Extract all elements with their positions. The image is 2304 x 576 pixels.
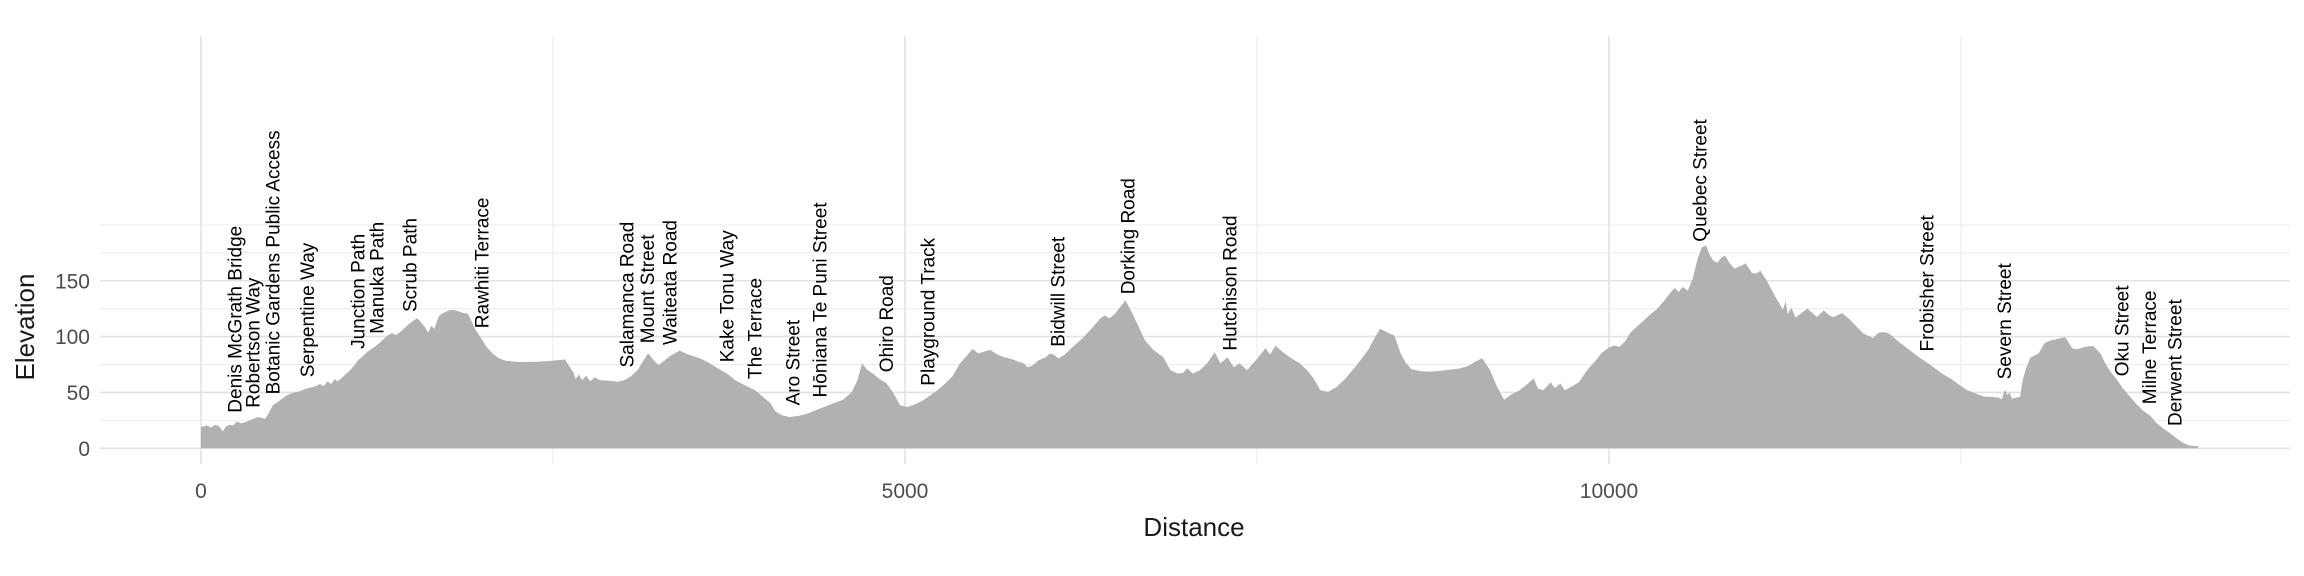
waypoint-label: Hōniana Te Puni Street	[810, 202, 831, 398]
waypoint-label: Quebec Street	[1690, 118, 1711, 241]
waypoint-label: Scrub Path	[401, 218, 422, 312]
y-tick-label: 50	[67, 382, 90, 405]
waypoint-label: Mount Street	[638, 234, 659, 343]
waypoint-label: Dorking Road	[1119, 178, 1140, 294]
waypoint-label: Serpentine Way	[298, 242, 319, 377]
waypoint-label: Hutchison Road	[1221, 215, 1242, 350]
waypoint-label: Severn Street	[1995, 263, 2016, 380]
waypoint-label: The Terrace	[746, 278, 767, 379]
x-axis-title: Distance	[1143, 512, 1244, 542]
y-axis-title: Elevation	[10, 274, 40, 381]
waypoint-label: Waiteata Road	[660, 220, 681, 345]
x-tick-label: 0	[195, 480, 207, 503]
elevation-area	[201, 245, 2199, 449]
axis-tick-label-layer: 0 5000 10000 0 50 100 150	[55, 270, 1638, 503]
waypoint-label: Salamanca Road	[617, 222, 638, 368]
waypoint-label: Botanic Gardens Public Access	[263, 130, 284, 394]
waypoint-label: Milne Terrace	[2140, 290, 2161, 404]
waypoint-label: Junction Path	[349, 234, 370, 349]
waypoint-label: Oku Street	[2113, 285, 2134, 377]
waypoint-label: Manuka Path	[368, 222, 389, 334]
waypoint-label: Bidwill Street	[1048, 236, 1069, 347]
y-tick-label: 150	[55, 270, 90, 293]
waypoint-label: Playground Track	[919, 237, 940, 385]
waypoint-label: Rawhiti Terrace	[472, 198, 493, 329]
waypoint-label: Derwent Street	[2166, 299, 2187, 426]
x-tick-label: 10000	[1580, 480, 1638, 503]
waypoint-label: Denis McGrath Bridge	[225, 226, 246, 413]
waypoint-label: Robertson Way	[244, 277, 265, 408]
elevation-area-layer	[201, 245, 2199, 449]
waypoint-label: Kake Tonu Way	[717, 230, 738, 363]
waypoint-label: Aro Street	[784, 319, 805, 405]
y-tick-label: 0	[78, 438, 90, 461]
y-tick-label: 100	[55, 326, 90, 349]
waypoint-label: Frobisher Street	[1918, 215, 1939, 352]
x-tick-label: 5000	[882, 480, 929, 503]
waypoint-label: Ohiro Road	[877, 275, 898, 372]
